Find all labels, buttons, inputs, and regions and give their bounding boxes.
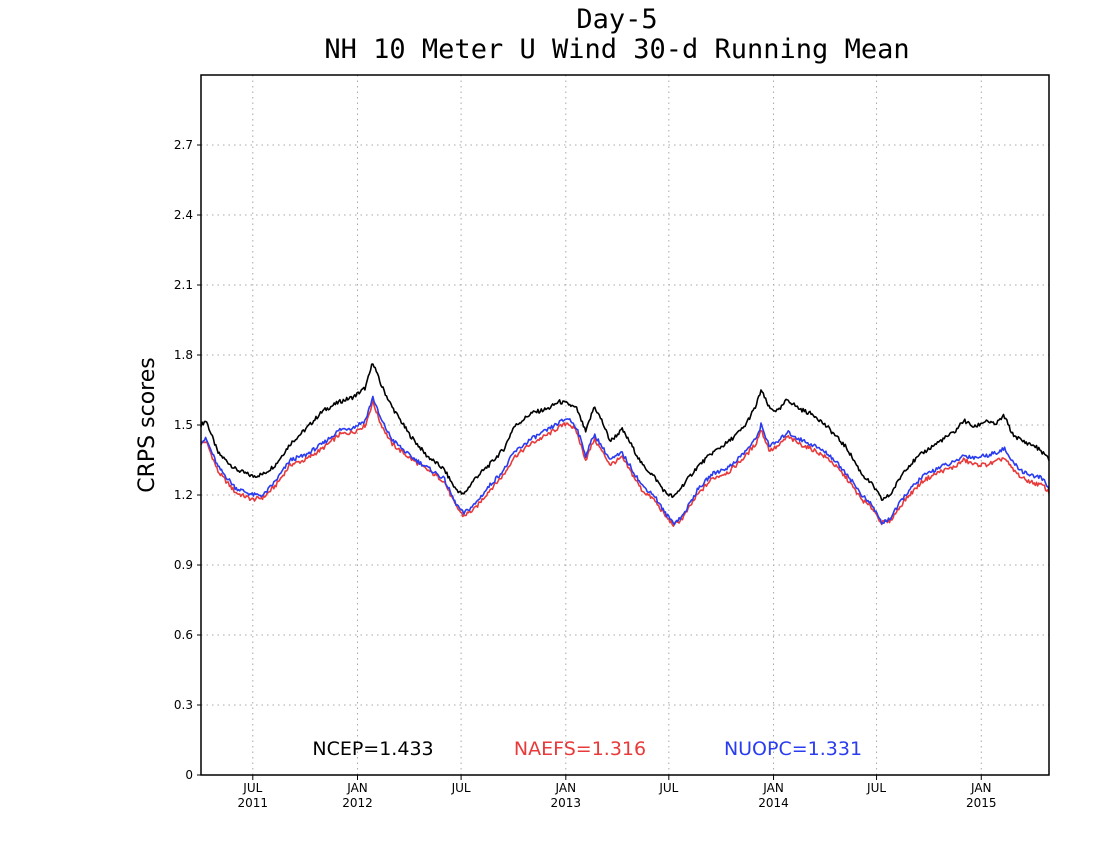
x-tick-year-label: 2014 (758, 796, 789, 810)
x-tick-month-label: JAN (762, 781, 784, 795)
axes: 00.30.60.91.21.51.82.12.42.7JUL2011JAN20… (174, 138, 997, 810)
x-tick-month-label: JAN (970, 781, 992, 795)
legend-label-nuopc: NUOPC=1.331 (724, 738, 862, 760)
x-tick-year-label: 2011 (238, 796, 269, 810)
x-tick-year-label: 2015 (966, 796, 997, 810)
x-tick-year-label: 2012 (342, 796, 373, 810)
y-tick-label: 1.2 (174, 488, 193, 502)
y-tick-label: 2.7 (174, 138, 193, 152)
series-line-ncep (200, 363, 1050, 501)
y-axis-label: CRPS scores (135, 357, 160, 492)
legend-label-naefs: NAEFS=1.316 (514, 738, 646, 760)
x-tick-month-label: JUL (451, 781, 471, 795)
y-tick-label: 0.9 (174, 558, 193, 572)
x-tick-month-label: JAN (555, 781, 577, 795)
x-tick-month-label: JUL (866, 781, 886, 795)
series-line-nuopc (200, 395, 1050, 526)
y-tick-label: 1.5 (174, 418, 193, 432)
legend: NCEP=1.433 NAEFS=1.316 NUOPC=1.331 (312, 738, 862, 760)
x-tick-month-label: JUL (242, 781, 262, 795)
y-tick-label: 2.4 (174, 208, 193, 222)
y-tick-label: 1.8 (174, 348, 193, 362)
y-tick-label: 0 (185, 768, 193, 782)
chart-subtitle: NH 10 Meter U Wind 30-d Running Mean (324, 34, 909, 65)
y-tick-label: 0.3 (174, 698, 193, 712)
x-tick-month-label: JAN (346, 781, 368, 795)
series-line-naefs (200, 399, 1050, 527)
legend-label-ncep: NCEP=1.433 (312, 738, 433, 760)
y-tick-label: 2.1 (174, 278, 193, 292)
chart-title: Day-5 (576, 4, 657, 35)
y-tick-label: 0.6 (174, 628, 193, 642)
x-tick-month-label: JUL (658, 781, 678, 795)
grid (201, 75, 1049, 775)
x-tick-year-label: 2013 (551, 796, 582, 810)
series-lines (200, 363, 1050, 527)
